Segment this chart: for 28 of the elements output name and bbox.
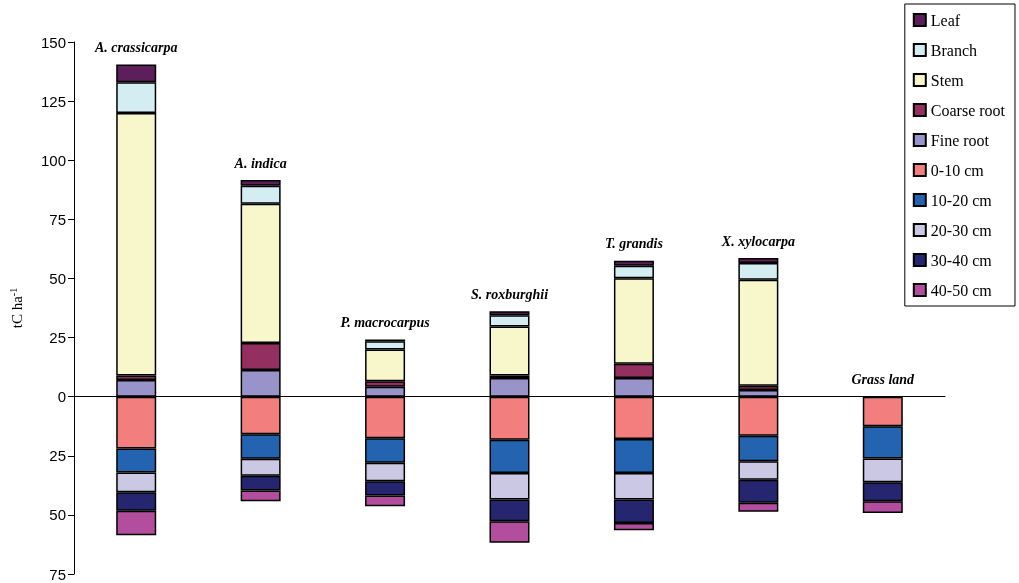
y-tick-label: 125 xyxy=(40,92,66,110)
x-tick-label: P. macrocarpus xyxy=(340,314,431,330)
legend-label: 10-20 cm xyxy=(930,191,993,209)
x-tick-label: S. roxburghii xyxy=(470,286,549,302)
legend-label: 20-30 cm xyxy=(930,221,993,239)
legend-label: Fine root xyxy=(930,131,990,149)
y-tick-label: 50 xyxy=(49,506,66,524)
legend-label: Coarse root xyxy=(930,101,1006,119)
legend-label: 40-50 cm xyxy=(930,281,993,299)
y-tick-label: 50 xyxy=(49,269,66,287)
x-tick-label: A. crassicarpa xyxy=(93,39,178,55)
legend-label: Leaf xyxy=(930,11,961,29)
y-tick-label: 25 xyxy=(49,447,66,465)
y-tick-label: 0 xyxy=(57,388,66,406)
y-axis-title: tC ha-1 xyxy=(7,287,25,329)
y-tick-label: 25 xyxy=(49,329,66,347)
y-tick-label: 100 xyxy=(40,151,66,169)
y-tick-label: 150 xyxy=(40,33,66,51)
x-tick-label: A. indica xyxy=(233,155,287,171)
legend-label: 30-40 cm xyxy=(930,251,993,269)
x-tick-label: X. xylocarpa xyxy=(720,233,795,249)
x-tick-label: Grass land xyxy=(851,372,916,388)
x-tick-label: T. grandis xyxy=(605,236,664,252)
legend-label: 0-10 cm xyxy=(930,161,985,179)
legend-label: Stem xyxy=(930,71,965,89)
y-tick-label: 75 xyxy=(49,565,66,583)
legend-label: Branch xyxy=(930,41,977,59)
y-tick-label: 75 xyxy=(49,210,66,228)
